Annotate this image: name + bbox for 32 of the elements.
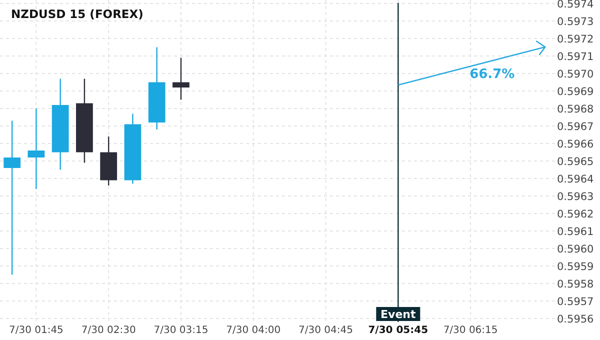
y-tick-label: 0.5966 — [557, 138, 594, 150]
x-tick-label: 7/30 04:45 — [298, 325, 353, 336]
y-tick-label: 0.5956 — [557, 314, 594, 326]
x-tick-label: 7/30 05:45 — [368, 325, 428, 336]
y-tick-label: 0.5973 — [557, 16, 594, 28]
y-tick-label: 0.5963 — [557, 191, 594, 203]
candlestick — [28, 108, 45, 190]
y-tick-label: 0.5972 — [557, 34, 594, 46]
y-tick-label: 0.5968 — [557, 104, 594, 116]
x-tick-label: 7/30 06:15 — [443, 325, 498, 336]
x-tick-label: 7/30 01:45 — [8, 325, 64, 336]
candlestick — [172, 57, 190, 100]
x-tick-label: 7/30 04:00 — [226, 325, 281, 336]
x-tick-label: 7/30 03:15 — [154, 325, 208, 336]
y-tick-label: 0.5964 — [557, 174, 594, 186]
y-tick-label: 0.5962 — [557, 208, 594, 220]
candlestick — [4, 120, 21, 276]
y-tick-label: 0.5957 — [557, 296, 594, 308]
y-tick-label: 0.5965 — [557, 156, 594, 168]
y-tick-label: 0.5969 — [557, 86, 594, 98]
y-tick-label: 0.5971 — [557, 51, 594, 63]
y-tick-label: 0.5961 — [557, 226, 594, 238]
ref-line-label: Event — [380, 308, 416, 321]
y-tick-label: 0.5960 — [557, 244, 594, 256]
y-tick-label: 0.5959 — [557, 261, 594, 273]
y-tick-label: 0.5967 — [557, 121, 594, 133]
x-tick-label: 7/30 02:30 — [81, 325, 136, 336]
text: NZDUSD 15 (FOREX) — [11, 7, 144, 21]
annotation: 66.7% — [470, 67, 515, 82]
y-tick-label: 0.5958 — [557, 278, 594, 290]
y-tick-label: 0.5970 — [557, 68, 594, 80]
y-tick-label: 0.5974 — [557, 0, 594, 10]
